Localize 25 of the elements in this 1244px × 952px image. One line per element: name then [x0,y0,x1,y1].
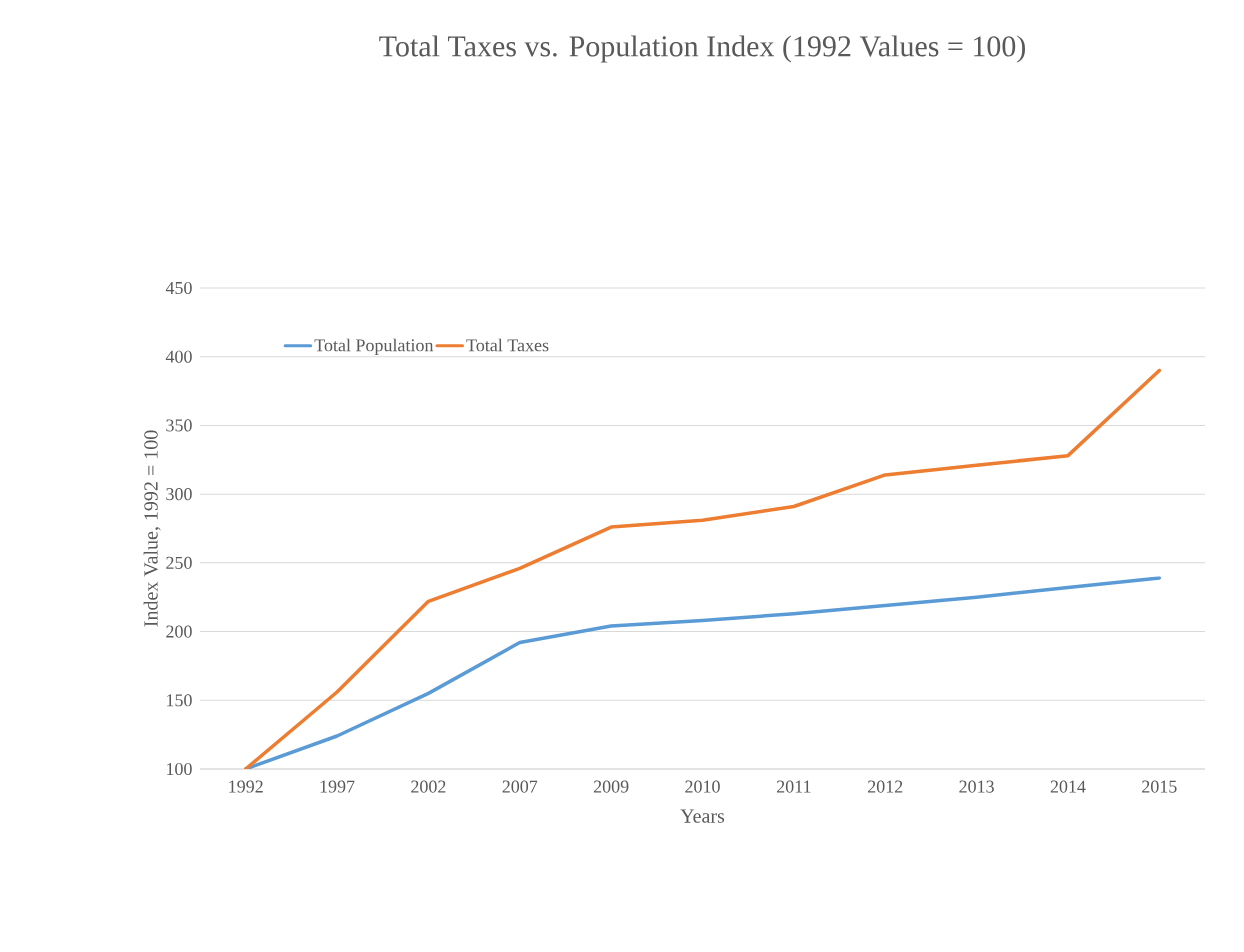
x-tick-label: 1992 [229,780,263,793]
y-tick-label: 450 [165,281,192,295]
x-tick-label: 2007 [502,780,538,793]
line-series [243,368,1162,769]
y-tick-label: 100 [167,762,192,776]
x-tick-label: 2002 [411,780,446,793]
y-axis-title: Index Value, 1992 = 100 [143,430,161,627]
y-tick-label: 200 [166,625,192,638]
y-tick-label: 300 [166,488,192,501]
x-tick-label: 2013 [959,780,994,793]
x-tick-label: 2015 [1142,780,1177,793]
chart-title: Total Taxes vs. Population Index (1992 Values = 100) [379,35,1026,63]
x-tick-label: 2010 [685,780,720,793]
y-tick-label: 400 [165,350,192,363]
x-tick-label: 2009 [593,780,629,793]
legend-label: Total Population [314,338,434,356]
x-tick-label: 2011 [776,780,811,793]
x-axis-title: Years [680,809,725,823]
x-tick-label: 2012 [868,780,903,793]
y-tick-label: 350 [166,419,192,432]
x-tick-label: 2014 [1050,780,1086,793]
y-tick-label: 150 [167,694,192,707]
x-tick-label: 1997 [320,780,355,793]
legend-label: Total Taxes [466,338,549,352]
y-tick-label: 250 [166,556,192,569]
